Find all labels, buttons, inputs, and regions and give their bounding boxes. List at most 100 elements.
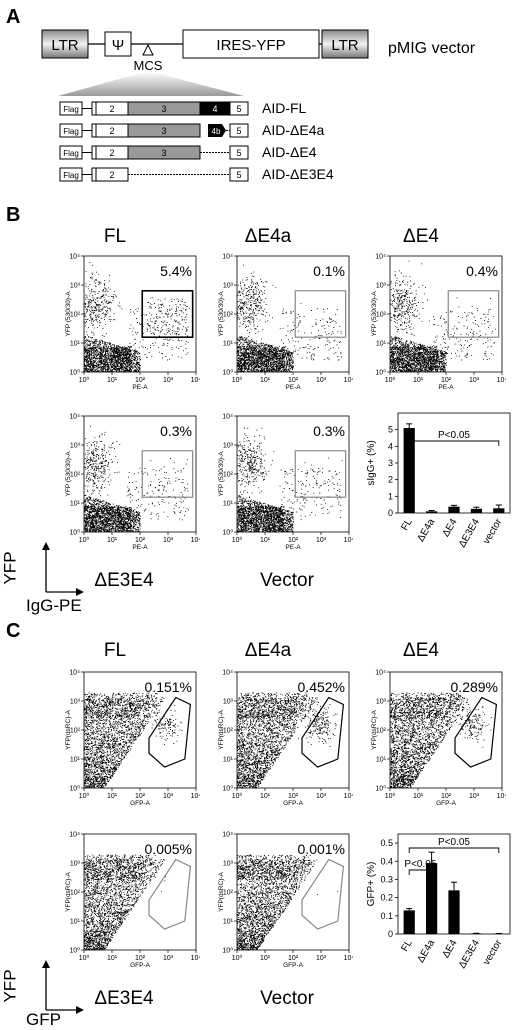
svg-text:2: 2 <box>109 170 114 180</box>
flow-title: ΔE4 <box>403 226 439 247</box>
events <box>237 427 343 533</box>
tick-label: 10¹ <box>70 501 81 508</box>
y-axis-label: YFP(dsRC)-A <box>65 871 72 911</box>
tick-label: 10³ <box>376 283 387 290</box>
tick-label: 10⁰ <box>79 376 90 384</box>
svg-text:5: 5 <box>236 148 241 158</box>
tick-label: 10² <box>135 377 146 384</box>
tick-label: 10⁰ <box>232 792 243 800</box>
x-axis-label: PE-A <box>132 544 148 550</box>
events <box>237 264 343 373</box>
gate <box>294 290 347 338</box>
flow-title: Vector <box>260 570 314 591</box>
tick-label: 10⁴ <box>69 670 80 677</box>
tick-label: 10⁰ <box>69 529 80 537</box>
tick-label: 10³ <box>316 955 327 962</box>
bar-y-label: GFP+ (%) <box>366 862 377 907</box>
plot-frame <box>83 255 197 373</box>
x-axis-label: PE-A <box>438 384 454 390</box>
x-axis-label: GFP-A <box>283 962 304 968</box>
axis-legend-b <box>42 542 84 596</box>
construct-fl: Flag 2 3 4 5 AID-FL <box>59 100 307 116</box>
tick-label: 10² <box>288 793 299 800</box>
tick-label: 10⁴ <box>222 670 233 677</box>
tick-label: 10⁴ <box>344 793 353 800</box>
tick-label: 10⁰ <box>69 369 80 377</box>
tick-label: 10¹ <box>260 377 271 384</box>
tick-label: 10⁴ <box>222 414 233 421</box>
x-tick-label: FL <box>399 517 415 533</box>
tick-label: 10¹ <box>260 793 271 800</box>
gate <box>294 450 347 498</box>
axis-legend-c <box>42 960 84 1014</box>
svg-text:2: 2 <box>109 126 114 136</box>
ltr-right-label: LTR <box>331 37 358 54</box>
construct-de3e4: Flag 2 5 AID-ΔE3E4 <box>59 166 334 182</box>
construct-de4: Flag 2 3 5 AID-ΔE4 <box>59 144 317 160</box>
events <box>390 692 492 789</box>
svg-text:5: 5 <box>236 170 241 180</box>
tick-label: 10³ <box>469 793 480 800</box>
tick-label: 10³ <box>163 955 174 962</box>
tick-label: 10² <box>223 312 234 319</box>
tick-label: 10¹ <box>223 919 234 926</box>
psi-label: Ψ <box>112 37 125 54</box>
tick-label: 10³ <box>163 537 174 544</box>
gate-percent: 0.4% <box>466 263 498 279</box>
gate <box>141 289 194 339</box>
tick-label: 10² <box>70 728 81 735</box>
y-tick-label: 0.4 <box>380 856 393 866</box>
tick-label: 10³ <box>70 699 81 706</box>
svg-text:5: 5 <box>236 126 241 136</box>
tick-label: 10⁴ <box>191 377 200 384</box>
tick-label: 10¹ <box>223 501 234 508</box>
construct-de4a: Flag 2 3 4b 5 AID-ΔE4a <box>59 122 324 138</box>
y-tick-label: 0 <box>388 508 393 518</box>
tick-label: 10⁰ <box>375 369 386 377</box>
ltr-left-label: LTR <box>51 37 78 54</box>
tick-label: 10⁴ <box>191 537 200 544</box>
tick-label: 10² <box>135 793 146 800</box>
x-axis-label: GFP-A <box>130 962 151 968</box>
tick-label: 10² <box>376 728 387 735</box>
significance-bracket <box>408 847 500 853</box>
flow-plot-de4a: 0.1% 10⁰ 10⁰ 10¹ 10¹ 10² 10² 10³ 10³ 10⁴ 10⁴ PE-A YF… <box>215 252 354 392</box>
tick-label: 10⁴ <box>191 955 200 962</box>
svg-text:3: 3 <box>161 126 166 136</box>
tick-label: 10¹ <box>260 955 271 962</box>
construct-name: AID-ΔE4a <box>262 122 324 138</box>
flow-title: Vector <box>260 988 314 1009</box>
tick-label: 10¹ <box>260 537 271 544</box>
tick-label: 10² <box>70 312 81 319</box>
x-axis-label: GFP-A <box>436 800 457 806</box>
y-tick-label: 4 <box>388 441 393 451</box>
bar <box>426 863 438 934</box>
x-axis-label: GFP-A <box>283 800 304 806</box>
flow-title: ΔE3E4 <box>94 570 154 591</box>
tick-label: 10⁰ <box>385 792 396 800</box>
tick-label: 10¹ <box>70 341 81 348</box>
x-axis-label: GFP-A <box>130 800 151 806</box>
construct-name: AID-ΔE3E4 <box>262 166 334 182</box>
y-axis-label: YFP (530/30)-A <box>65 451 72 497</box>
y-axis-label: YFP (530/30)-A <box>218 291 225 337</box>
tick-label: 10¹ <box>107 537 118 544</box>
tick-label: 10² <box>70 472 81 479</box>
tick-label: 10³ <box>223 861 234 868</box>
tick-label: 10⁴ <box>375 254 386 261</box>
vector-diagram: LTR Ψ MCS IRES-YFP LTR pMIG vector Flag … <box>41 29 476 182</box>
tick-label: 10⁴ <box>69 832 80 839</box>
tick-label: 10³ <box>316 793 327 800</box>
gate <box>301 696 345 768</box>
flow-title: ΔE4a <box>244 640 292 661</box>
ltr-right-box <box>321 29 369 59</box>
tick-label: 10¹ <box>413 793 424 800</box>
y-tick-label: 3 <box>388 458 393 468</box>
